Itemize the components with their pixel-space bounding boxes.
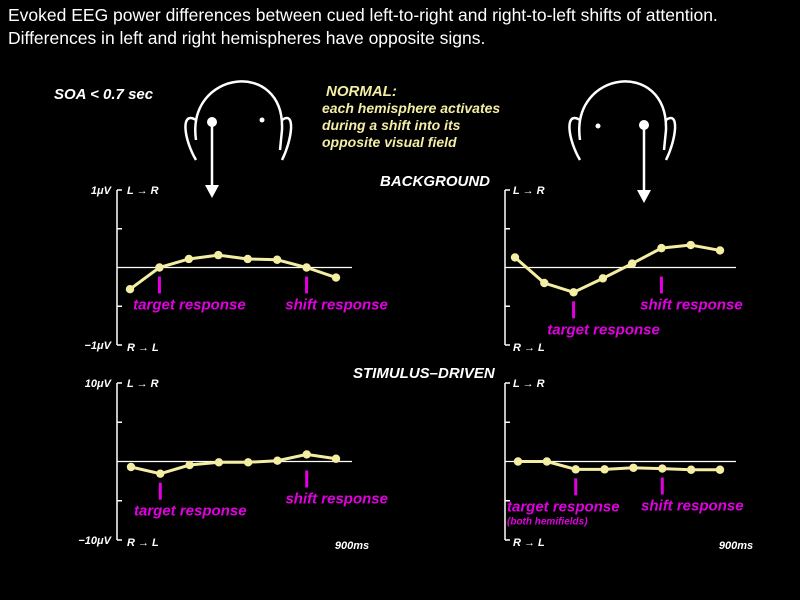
- data-point: [629, 463, 638, 472]
- data-point: [214, 458, 224, 467]
- chart-panel-right-stimulus: L → R R → L 900ms target response(both hemi…: [504, 378, 753, 552]
- data-point: [658, 464, 667, 473]
- x-max-label: 900ms: [719, 540, 753, 552]
- response-label: shift response: [285, 491, 388, 508]
- data-point: [627, 259, 637, 268]
- direction-top-label: L → R: [513, 185, 545, 197]
- series-line: [514, 243, 721, 294]
- y-top-label: 1μV: [91, 185, 113, 197]
- x-max-label: 900ms: [335, 540, 369, 552]
- slide-title: Evoked EEG power differences between cue…: [8, 5, 718, 48]
- data-point: [185, 460, 194, 470]
- y-bottom-label: −1μV: [84, 340, 112, 352]
- normal-line-2: during a shift into its: [322, 117, 461, 133]
- data-point: [243, 458, 253, 467]
- data-point: [125, 285, 135, 294]
- chart-panel-left-stimulus: L → R R → L 10μV −10μV 900ms target response s…: [78, 378, 388, 552]
- direction-bottom-label: R → L: [127, 342, 159, 354]
- data-point: [542, 457, 552, 466]
- data-point: [331, 454, 341, 463]
- data-point: [686, 240, 695, 250]
- data-point: [686, 465, 696, 474]
- response-label: target response: [547, 321, 660, 338]
- data-point: [540, 278, 549, 288]
- direction-bottom-label: R → L: [513, 537, 545, 549]
- direction-bottom-label: R → L: [127, 537, 159, 549]
- data-point: [155, 263, 164, 272]
- background-heading: BACKGROUND: [380, 173, 490, 190]
- data-point: [569, 288, 578, 297]
- soa-label: SOA < 0.7 sec: [54, 86, 154, 103]
- data-point: [243, 254, 252, 264]
- response-note: (both hemifields): [507, 516, 588, 527]
- normal-heading: NORMAL:: [326, 83, 397, 100]
- direction-top-label: L → R: [513, 378, 545, 390]
- response-label: shift response: [640, 297, 743, 314]
- data-point: [184, 254, 194, 264]
- data-point: [126, 462, 136, 472]
- data-point: [331, 273, 341, 282]
- response-label: shift response: [285, 297, 388, 314]
- data-point: [600, 465, 609, 474]
- response-label: target response: [507, 498, 620, 515]
- data-point: [302, 450, 311, 459]
- data-point: [513, 457, 523, 466]
- direction-top-label: L → R: [127, 378, 159, 390]
- response-label: target response: [134, 503, 247, 520]
- y-top-label: 10μV: [85, 378, 113, 390]
- data-point: [156, 469, 165, 478]
- direction-top-label: L → R: [127, 185, 159, 197]
- response-label: shift response: [641, 498, 744, 515]
- head-left-icon: [184, 80, 293, 198]
- y-bottom-label: −10μV: [78, 535, 112, 547]
- data-point: [272, 255, 282, 264]
- data-point: [571, 465, 580, 474]
- stimulus-driven-heading: STIMULUS–DRIVEN: [353, 365, 496, 382]
- head-right-icon: [568, 80, 677, 203]
- series-line: [129, 253, 337, 291]
- chart-panel-left-background: L → R R → L 1μV −1μV target response shift re…: [84, 185, 387, 354]
- direction-bottom-label: R → L: [513, 342, 545, 354]
- normal-line-1: each hemisphere activates: [322, 100, 500, 116]
- normal-line-3: opposite visual field: [322, 134, 457, 150]
- response-label: target response: [133, 297, 246, 314]
- series-line: [130, 452, 337, 476]
- data-point: [715, 246, 725, 255]
- data-point: [273, 456, 282, 465]
- data-point: [598, 274, 608, 283]
- data-point: [302, 263, 311, 272]
- data-point: [510, 253, 520, 262]
- series-line: [518, 460, 720, 472]
- data-point: [715, 465, 725, 474]
- data-point: [214, 250, 223, 260]
- data-point: [657, 243, 666, 253]
